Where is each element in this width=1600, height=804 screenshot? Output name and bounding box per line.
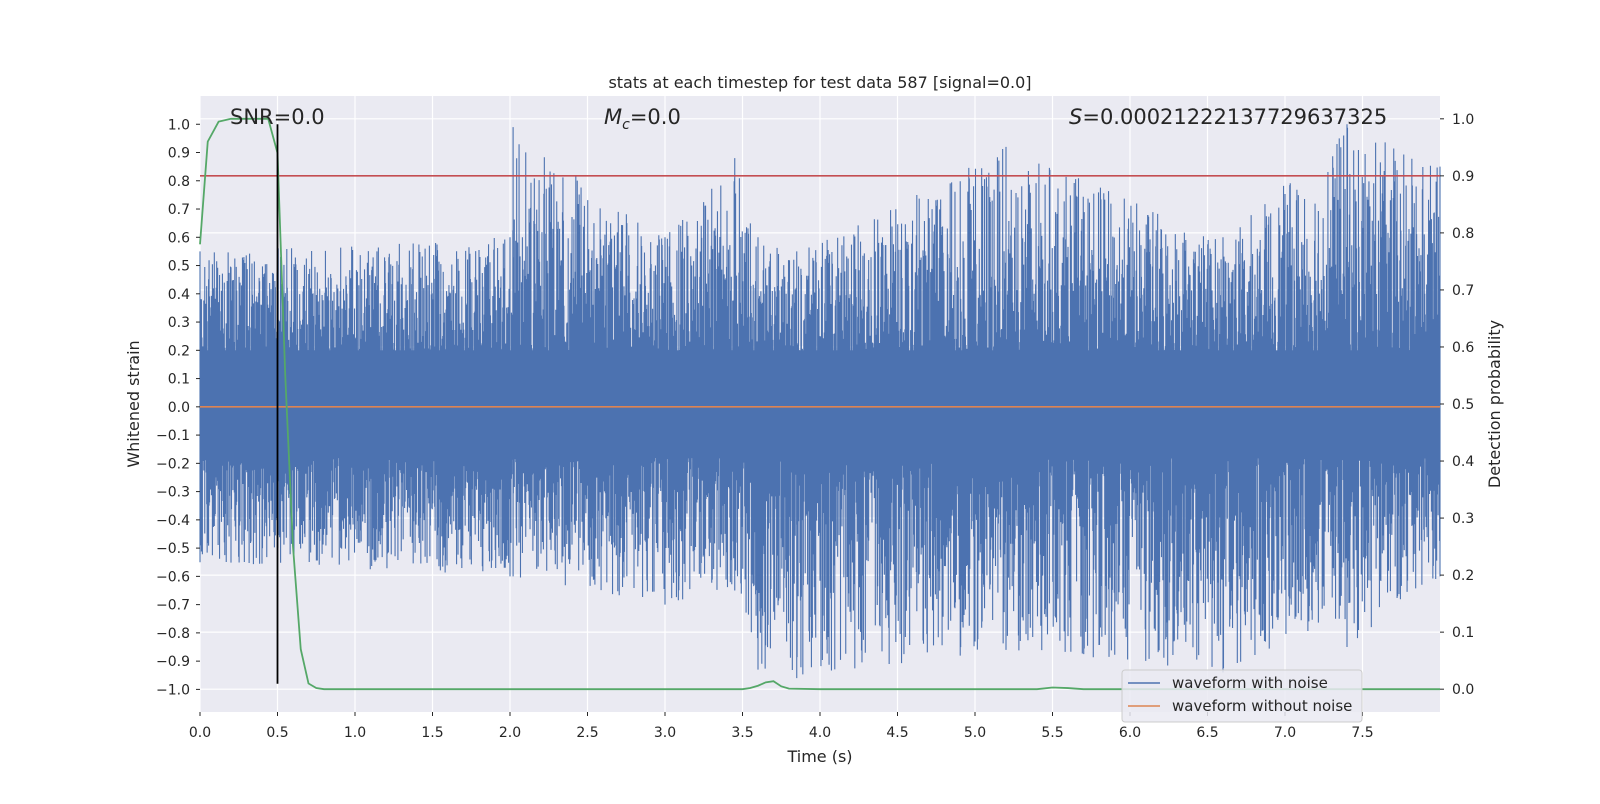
y-left-tick-label: −0.9 [156, 654, 190, 670]
x-tick-label: 1.5 [421, 725, 443, 741]
x-tick-label: 7.0 [1274, 725, 1296, 741]
y-right-tick-label: 0.1 [1452, 625, 1474, 641]
y-right-tick-label: 0.6 [1452, 340, 1474, 356]
y-right-axis-label: Detection probability [1485, 320, 1504, 488]
chirp-mass-symbol: M [604, 105, 622, 129]
y-left-tick-label: 0.0 [168, 400, 190, 416]
y-left-tick-label: −0.3 [156, 485, 190, 501]
y-right-tick-label: 0.3 [1452, 511, 1474, 527]
y-left-tick-label: −0.5 [156, 541, 190, 557]
x-tick-label: 5.0 [964, 725, 986, 741]
y-left-tick-label: −0.8 [156, 626, 190, 642]
y-left-tick-labels: 1.0 0.9 0.8 0.7 0.6 0.5 0.4 0.3 0.2 0.1 0.0 −0.1 −0.… [156, 117, 200, 698]
y-left-tick-label: 0.2 [168, 343, 190, 359]
y-left-tick-label: 0.1 [168, 372, 190, 388]
y-right-tick-label: 0.9 [1452, 169, 1474, 185]
y-left-tick-label: 0.7 [168, 202, 190, 218]
y-right-tick-labels: 1.0 0.9 0.8 0.7 0.6 0.5 0.4 0.3 0.2 0.1 0.0 [1440, 112, 1474, 698]
y-right-tick-label: 0.8 [1452, 226, 1474, 242]
y-right-tick-label: 0.7 [1452, 283, 1474, 299]
y-left-tick-label: −0.7 [156, 598, 190, 614]
y-left-axis-label: Whitened strain [124, 340, 143, 467]
x-axis-label: Time (s) [786, 747, 852, 766]
y-left-tick-label: −0.6 [156, 569, 190, 585]
detection-probability-line [199, 117, 1440, 691]
chirp-mass-value: =0.0 [630, 105, 681, 129]
legend-box [1121, 669, 1363, 723]
x-tick-label: 7.5 [1351, 725, 1373, 741]
probability-curve [199, 117, 1440, 691]
x-tick-label: 2.5 [576, 725, 598, 741]
waveform-with-noise [199, 124, 1441, 679]
legend-label-clean: waveform without noise [1172, 697, 1352, 715]
x-tick-labels: 0.0 0.5 1.0 1.5 2.0 2.5 3.0 3.5 4.0 4.5 5.0 5.5 6.0 6… [189, 712, 1374, 741]
x-tick-label: 3.5 [731, 725, 753, 741]
y-left-tick-label: −0.2 [156, 456, 190, 472]
y-right-tick-label: 0.4 [1452, 454, 1474, 470]
y-left-tick-label: 0.8 [168, 174, 190, 190]
chirp-mass-annotation: Mc=0.0 [604, 105, 681, 133]
y-left-tick-label: 0.6 [168, 230, 190, 246]
x-tick-label: 0.0 [189, 725, 211, 741]
s-annotation: S=0.00021222137729637325 [1069, 105, 1387, 129]
y-right-tick-label: 1.0 [1452, 112, 1474, 128]
y-left-tick-label: 0.4 [168, 287, 190, 303]
y-left-tick-label: 0.3 [168, 315, 190, 331]
y-left-tick-label: −1.0 [156, 682, 190, 698]
y-left-tick-label: 0.5 [168, 259, 190, 275]
y-left-tick-label: 1.0 [168, 117, 190, 133]
snr-annotation: SNR=0.0 [230, 105, 325, 129]
chirp-mass-subscript: c [622, 117, 630, 133]
x-tick-label: 3.0 [654, 725, 676, 741]
legend-label-noise: waveform with noise [1172, 674, 1328, 692]
s-symbol: S [1069, 105, 1082, 129]
x-tick-label: 1.0 [344, 725, 366, 741]
x-tick-label: 6.0 [1119, 725, 1141, 741]
x-tick-label: 5.5 [1041, 725, 1063, 741]
y-right-tick-label: 0.0 [1452, 682, 1474, 698]
x-tick-label: 4.5 [886, 725, 908, 741]
legend: waveform with noise waveform without noi… [1121, 669, 1363, 723]
y-left-tick-label: −0.4 [156, 513, 190, 529]
x-tick-label: 6.5 [1196, 725, 1218, 741]
chart-title: stats at each timestep for test data 587… [608, 73, 1031, 92]
x-tick-label: 0.5 [266, 725, 288, 741]
y-right-tick-label: 0.2 [1452, 568, 1474, 584]
y-right-tick-label: 0.5 [1452, 397, 1474, 413]
s-value: =0.00021222137729637325 [1082, 105, 1387, 129]
x-tick-label: 4.0 [809, 725, 831, 741]
x-tick-label: 2.0 [499, 725, 521, 741]
y-left-tick-label: 0.9 [168, 146, 190, 162]
y-left-tick-label: −0.1 [156, 428, 190, 444]
